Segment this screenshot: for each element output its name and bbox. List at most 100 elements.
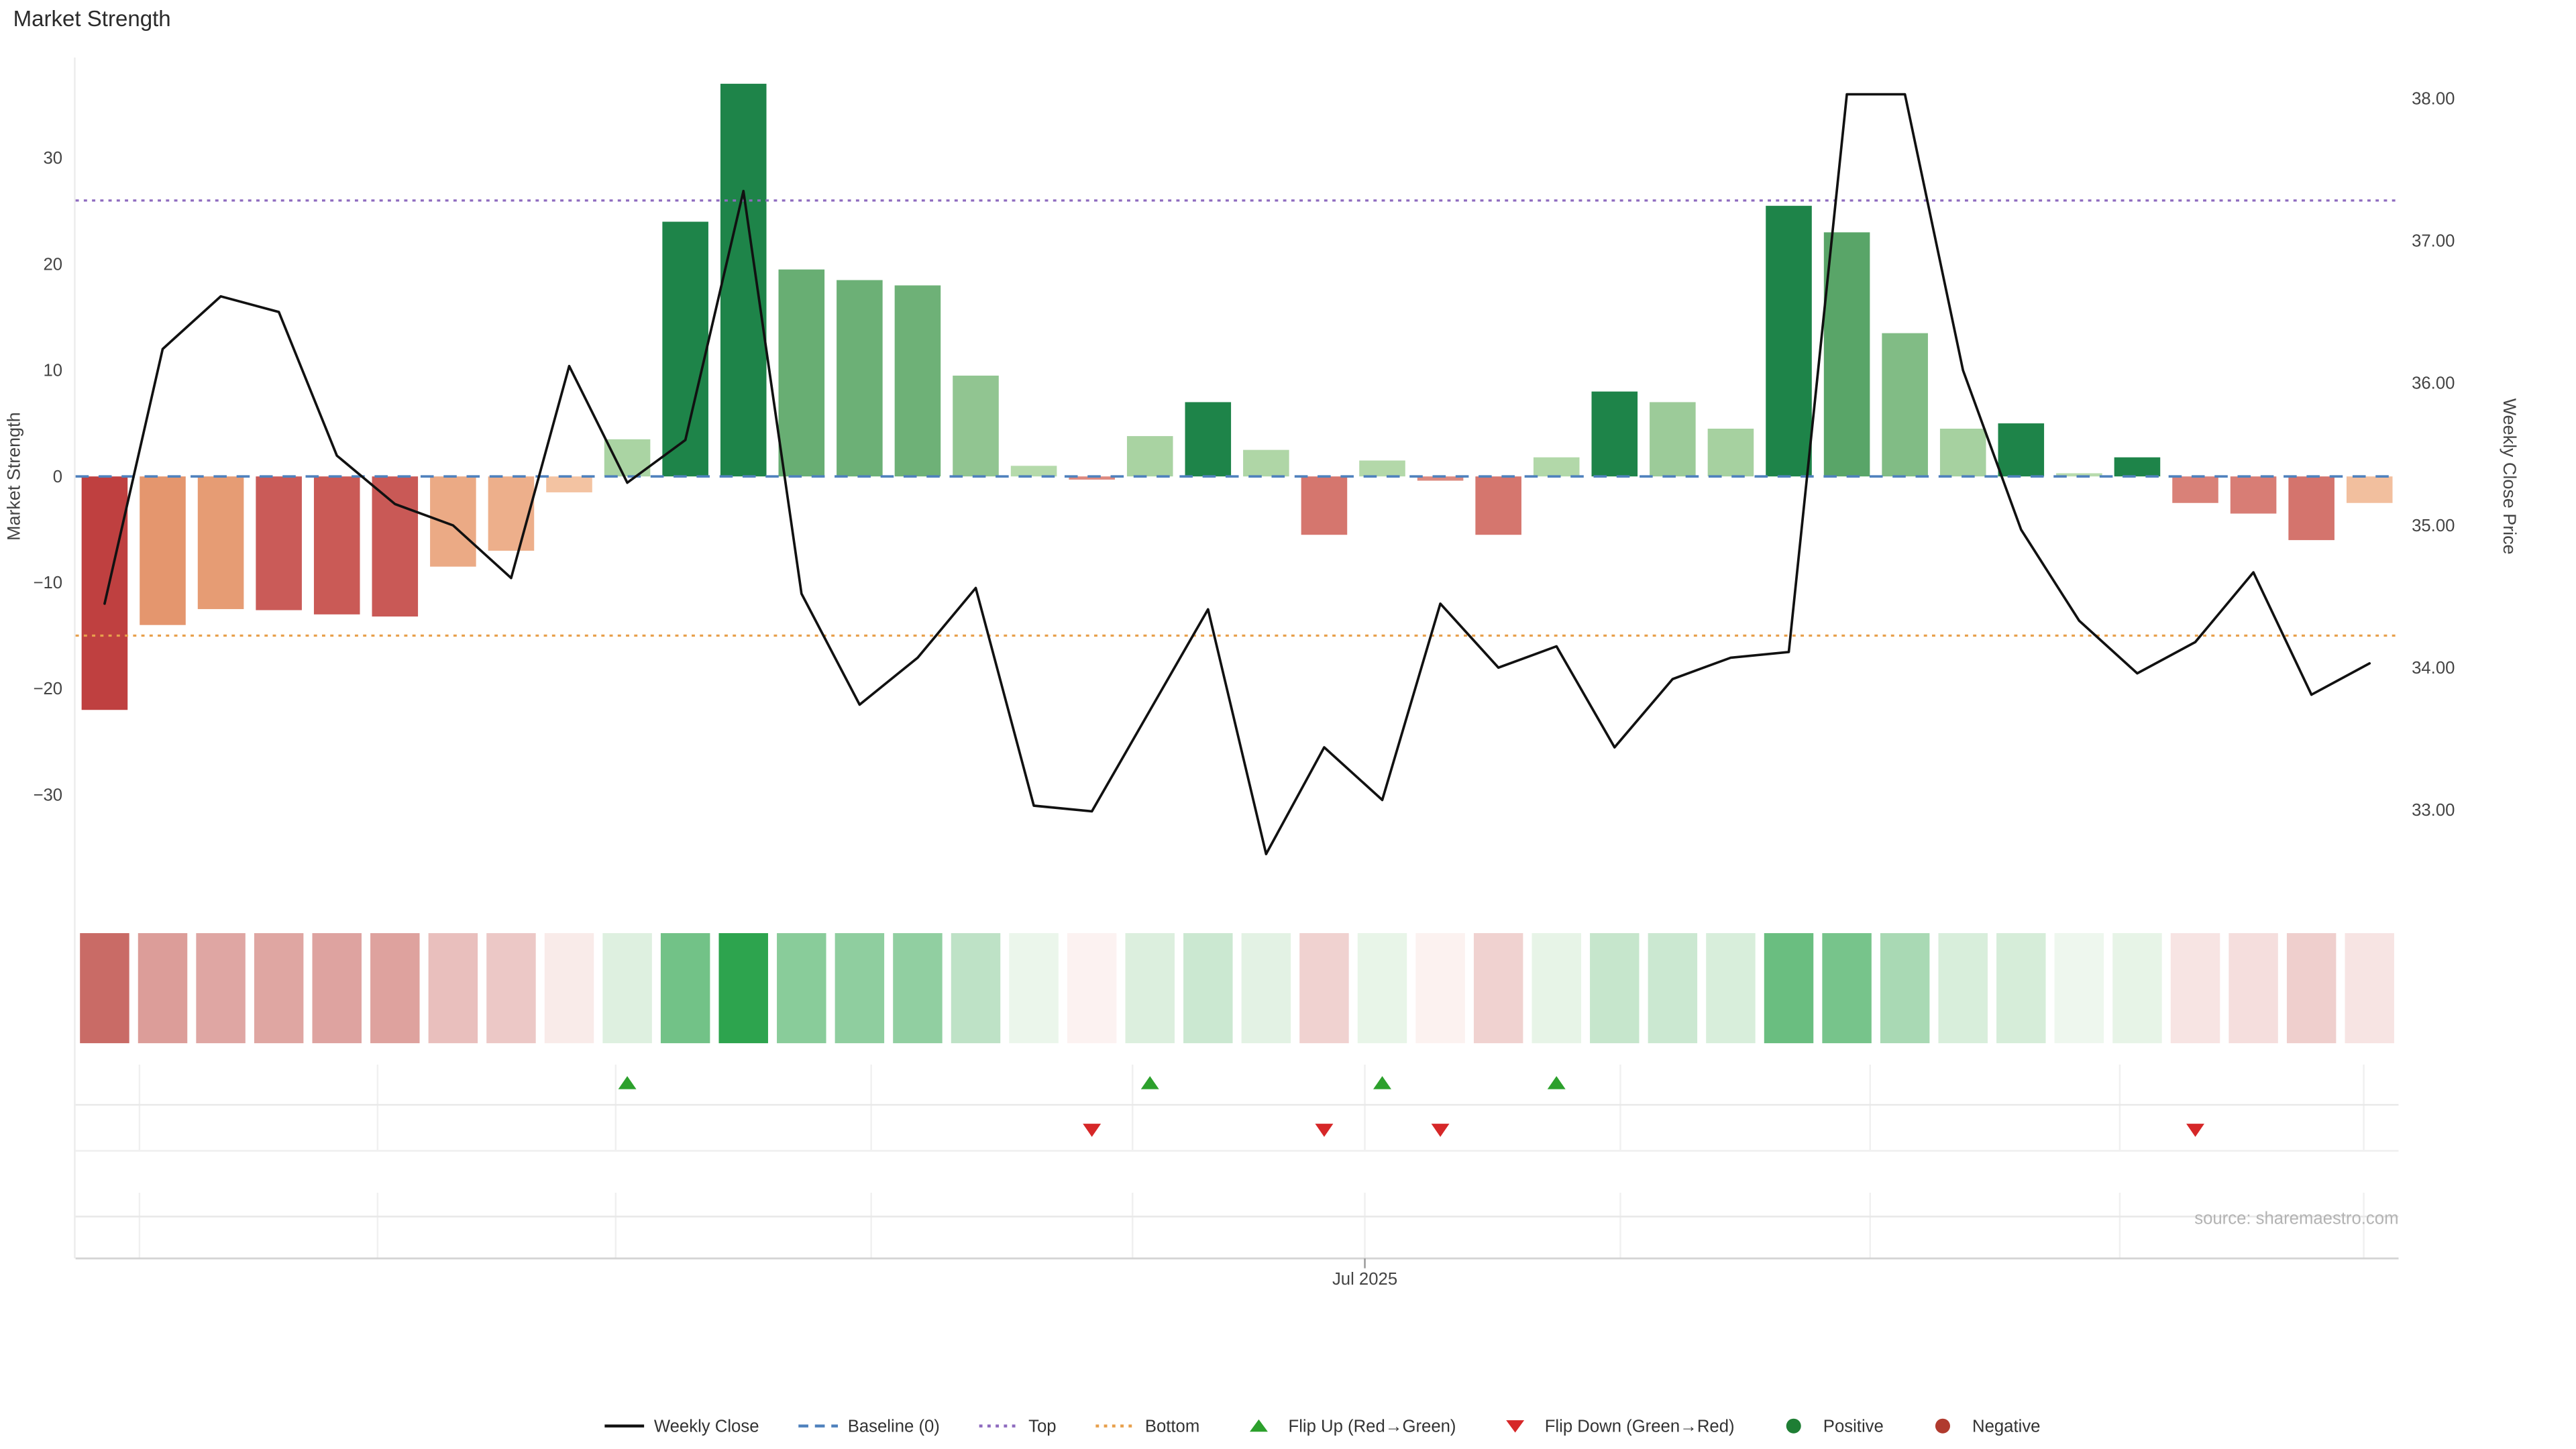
- heatmap-cell[interactable]: [2170, 933, 2220, 1044]
- legend-item[interactable]: Baseline (0): [798, 1417, 940, 1436]
- strength-bar[interactable]: [81, 476, 128, 710]
- legend-item-label: Flip Up (Red→Green): [1289, 1417, 1456, 1436]
- heatmap-cell[interactable]: [312, 933, 362, 1044]
- strength-bar[interactable]: [2056, 473, 2102, 477]
- heatmap-cell[interactable]: [2112, 933, 2162, 1044]
- flip-down-marker[interactable]: [1083, 1124, 1102, 1137]
- legend-item[interactable]: Flip Down (Green→Red): [1506, 1417, 1735, 1436]
- legend-item[interactable]: Flip Up (Red→Green): [1249, 1417, 1456, 1436]
- heatmap-cell[interactable]: [138, 933, 188, 1044]
- strength-bar[interactable]: [1823, 232, 1870, 477]
- heatmap-cell[interactable]: [370, 933, 420, 1044]
- legend-item[interactable]: Bottom: [1095, 1417, 1199, 1436]
- flip-up-marker[interactable]: [1547, 1076, 1566, 1089]
- strength-bar[interactable]: [1998, 423, 2045, 477]
- heatmap-cell[interactable]: [893, 933, 943, 1044]
- strength-bar[interactable]: [1939, 429, 1986, 477]
- heatmap-cell[interactable]: [1590, 933, 1640, 1044]
- strength-bar[interactable]: [2288, 476, 2334, 541]
- strength-bar[interactable]: [2114, 457, 2161, 477]
- strength-bar[interactable]: [837, 280, 883, 477]
- heatmap-cell[interactable]: [777, 933, 826, 1044]
- heatmap-cell[interactable]: [1241, 933, 1291, 1044]
- heatmap-cell[interactable]: [1880, 933, 1930, 1044]
- strength-bar[interactable]: [546, 476, 592, 492]
- flip-down-marker[interactable]: [1431, 1124, 1450, 1137]
- heatmap-cell[interactable]: [1125, 933, 1175, 1044]
- legend-swatch-triangle-down: [1506, 1420, 1525, 1433]
- strength-bar[interactable]: [1359, 460, 1405, 477]
- heatmap-cell[interactable]: [1648, 933, 1698, 1044]
- strength-bar[interactable]: [1475, 476, 1521, 535]
- strength-bar[interactable]: [1069, 476, 1115, 480]
- flip-up-marker[interactable]: [618, 1076, 637, 1089]
- heatmap-cell[interactable]: [254, 933, 304, 1044]
- strength-bar[interactable]: [1010, 466, 1057, 477]
- heatmap-cell[interactable]: [835, 933, 885, 1044]
- strength-bar[interactable]: [430, 476, 476, 567]
- heatmap-cell[interactable]: [1938, 933, 1988, 1044]
- flip-up-marker[interactable]: [1373, 1076, 1391, 1089]
- strength-bar[interactable]: [256, 476, 302, 610]
- heatmap-cell[interactable]: [486, 933, 536, 1044]
- right-axis-title: Weekly Close Price: [2500, 398, 2520, 555]
- strength-bar[interactable]: [1650, 402, 1696, 477]
- heatmap-cell[interactable]: [2054, 933, 2104, 1044]
- strength-bar[interactable]: [662, 221, 708, 477]
- weekly-close-line[interactable]: [103, 93, 2371, 855]
- strength-bar[interactable]: [488, 476, 535, 551]
- legend-item[interactable]: Weekly Close: [604, 1417, 759, 1436]
- strength-bar[interactable]: [2346, 476, 2393, 503]
- strength-bar[interactable]: [1882, 333, 1928, 477]
- heatmap-cell[interactable]: [1473, 933, 1523, 1044]
- strength-bar[interactable]: [1301, 476, 1348, 535]
- heatmap-cell[interactable]: [2229, 933, 2278, 1044]
- strength-bar[interactable]: [1126, 436, 1173, 477]
- strength-bar[interactable]: [720, 83, 767, 477]
- heatmap-cell[interactable]: [1183, 933, 1233, 1044]
- strength-bar[interactable]: [1591, 391, 1638, 477]
- strength-bar[interactable]: [140, 476, 186, 625]
- strength-bar[interactable]: [313, 476, 360, 614]
- heatmap-cell[interactable]: [196, 933, 246, 1044]
- strength-bar[interactable]: [197, 476, 244, 609]
- heatmap-cell[interactable]: [1357, 933, 1407, 1044]
- heatmap-cell[interactable]: [951, 933, 1001, 1044]
- heatmap-cell[interactable]: [80, 933, 129, 1044]
- legend-item[interactable]: Positive: [1786, 1417, 1884, 1436]
- page-title: Market Strength: [13, 7, 171, 32]
- strength-bar[interactable]: [953, 375, 999, 477]
- strength-bar[interactable]: [1185, 402, 1232, 477]
- heatmap-cell[interactable]: [660, 933, 710, 1044]
- strength-bar[interactable]: [1766, 205, 1812, 477]
- heatmap-cell[interactable]: [1009, 933, 1059, 1044]
- heatmap-cell[interactable]: [1764, 933, 1814, 1044]
- strength-bar[interactable]: [372, 476, 419, 617]
- strength-bar[interactable]: [1243, 449, 1289, 477]
- strength-bar[interactable]: [1533, 457, 1580, 477]
- flip-down-marker[interactable]: [2186, 1124, 2204, 1137]
- strength-bar[interactable]: [1417, 476, 1464, 481]
- heatmap-cell[interactable]: [2345, 933, 2394, 1044]
- legend-item[interactable]: Negative: [1935, 1417, 2041, 1436]
- strength-bar[interactable]: [894, 285, 941, 477]
- heatmap-cell[interactable]: [718, 933, 768, 1044]
- heatmap-cell[interactable]: [544, 933, 594, 1044]
- heatmap-cell[interactable]: [1299, 933, 1349, 1044]
- heatmap-cell[interactable]: [1067, 933, 1117, 1044]
- heatmap-cell[interactable]: [602, 933, 652, 1044]
- heatmap-cell[interactable]: [1706, 933, 1756, 1044]
- strength-bar[interactable]: [2230, 476, 2277, 514]
- heatmap-cell[interactable]: [428, 933, 478, 1044]
- heatmap-cell[interactable]: [1415, 933, 1465, 1044]
- legend-item[interactable]: Top: [979, 1417, 1057, 1436]
- flip-down-marker[interactable]: [1315, 1124, 1334, 1137]
- heatmap-cell[interactable]: [1532, 933, 1581, 1044]
- heatmap-cell[interactable]: [1996, 933, 2046, 1044]
- heatmap-cell[interactable]: [1822, 933, 1872, 1044]
- strength-bar[interactable]: [1707, 429, 1754, 477]
- heatmap-cell[interactable]: [2286, 933, 2337, 1044]
- strength-bar[interactable]: [2172, 476, 2218, 503]
- strength-bar[interactable]: [778, 269, 825, 477]
- flip-up-marker[interactable]: [1140, 1076, 1159, 1089]
